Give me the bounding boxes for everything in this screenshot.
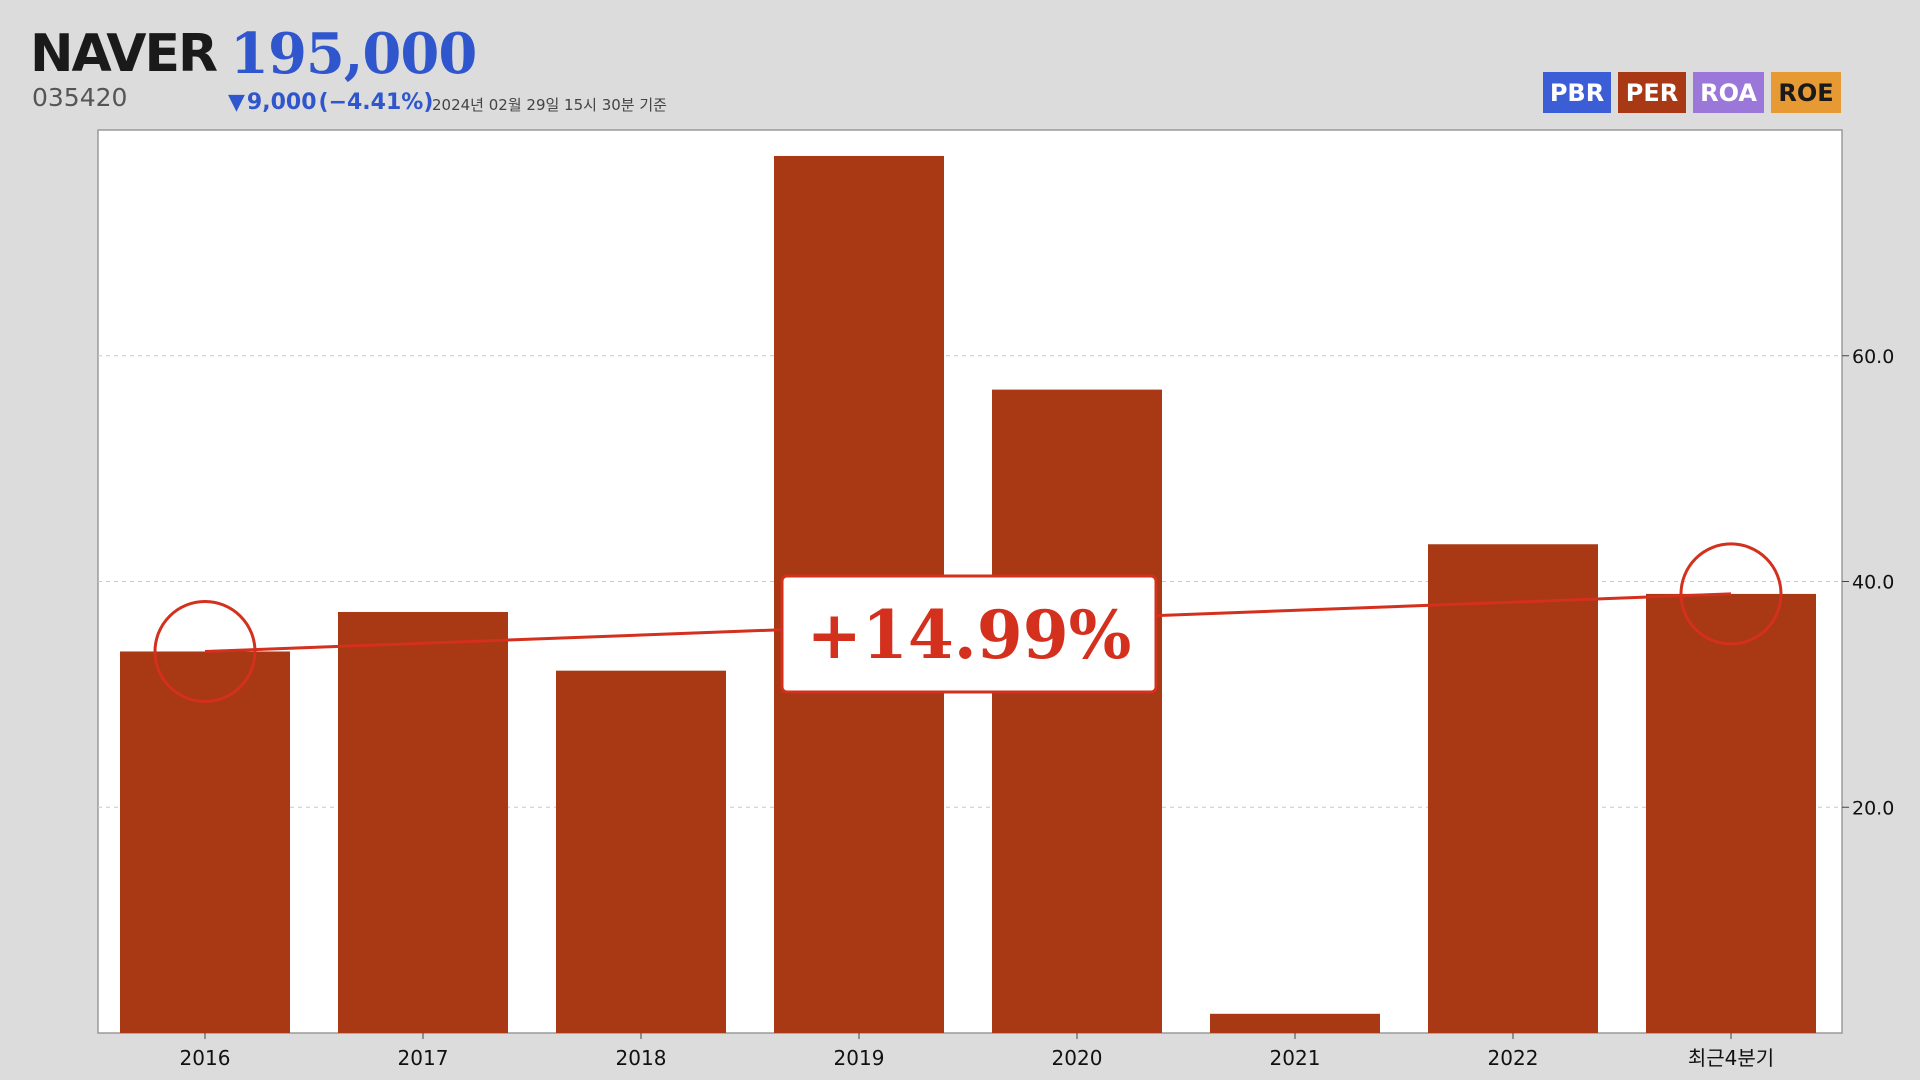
y-tick-label: 40.0 bbox=[1852, 572, 1894, 594]
bar-2020 bbox=[992, 389, 1162, 1033]
stock-code: 035420 bbox=[32, 83, 128, 112]
tab-pbr[interactable]: PBR bbox=[1543, 72, 1611, 113]
bar-최근4분기 bbox=[1646, 593, 1816, 1033]
change-percent: (−4.41%) bbox=[318, 90, 434, 115]
tab-roe[interactable]: ROE bbox=[1771, 72, 1841, 113]
metric-tabs: PBR PER ROA ROE bbox=[1543, 72, 1841, 113]
bar-2017 bbox=[338, 611, 508, 1033]
as-of-timestamp: 2024년 02월 29일 15시 30분 기준 bbox=[432, 96, 667, 114]
y-axis-ticks: 20.0 40.0 60.0 bbox=[1842, 346, 1894, 819]
x-tick-label: 2018 bbox=[616, 1046, 667, 1070]
bar-2016 bbox=[120, 651, 290, 1033]
tab-per[interactable]: PER bbox=[1618, 72, 1686, 113]
bar-2018 bbox=[556, 670, 726, 1033]
company-name: NAVER bbox=[30, 24, 218, 84]
down-triangle-icon: ▼ bbox=[228, 90, 245, 115]
trend-start-circle bbox=[153, 599, 257, 703]
trend-badge-label: +14.99% bbox=[807, 596, 1132, 674]
y-tick-label: 20.0 bbox=[1852, 797, 1894, 819]
x-axis-ticks: 2016 2017 2018 2019 2020 2021 2022 최근4분기 bbox=[180, 1033, 1774, 1070]
trend-badge bbox=[780, 574, 1158, 694]
x-tick-label: 2020 bbox=[1052, 1046, 1103, 1070]
x-tick-label: 2017 bbox=[398, 1046, 449, 1070]
x-tick-label: 2019 bbox=[834, 1046, 885, 1070]
x-tick-label: 최근4분기 bbox=[1688, 1046, 1774, 1070]
stock-header: NAVER 035420 195,000 ▼ 9,000 (−4.41%) 20… bbox=[30, 22, 1890, 122]
tab-roa[interactable]: ROA bbox=[1693, 72, 1764, 113]
current-price: 195,000 bbox=[230, 21, 477, 87]
bar-2022 bbox=[1428, 544, 1598, 1033]
trend-end-circle bbox=[1679, 542, 1783, 646]
x-tick-label: 2016 bbox=[180, 1046, 231, 1070]
trend-overlay: +14.99% bbox=[153, 542, 1783, 703]
price-change: ▼ 9,000 (−4.41%) bbox=[228, 86, 433, 120]
change-value: 9,000 bbox=[246, 90, 317, 115]
x-tick-label: 2021 bbox=[1270, 1046, 1321, 1070]
y-tick-label: 60.0 bbox=[1852, 346, 1894, 368]
bar-2021 bbox=[1210, 1013, 1380, 1033]
x-tick-label: 2022 bbox=[1488, 1046, 1539, 1070]
